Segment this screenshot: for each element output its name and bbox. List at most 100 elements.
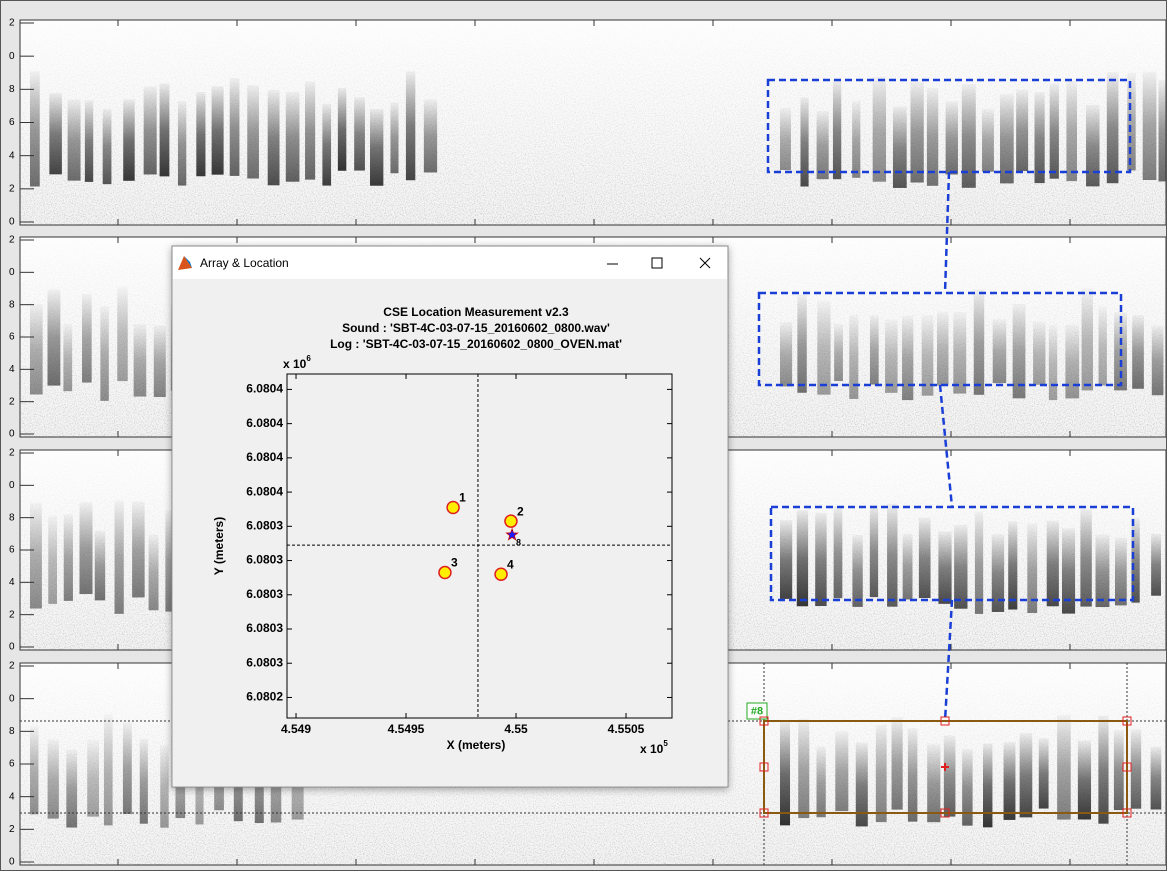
syllable xyxy=(1000,94,1014,184)
sensor-label: 3 xyxy=(451,556,458,570)
syllable xyxy=(833,506,843,599)
syllable xyxy=(1077,740,1092,820)
syllable xyxy=(780,107,791,171)
syllable xyxy=(907,728,918,822)
y-tick-label: 6.0804 xyxy=(246,416,283,430)
resize-handle xyxy=(759,762,769,772)
syllable xyxy=(177,101,187,186)
syllable xyxy=(337,87,347,171)
link-line xyxy=(943,599,954,722)
syllable xyxy=(102,109,112,185)
freq-label: 0 xyxy=(9,51,15,62)
y-tick-label: 6.0803 xyxy=(246,553,283,567)
x-tick-label: 4.5495 xyxy=(388,722,425,736)
syllable xyxy=(49,93,62,175)
freq-label: 4 xyxy=(9,364,15,375)
figure-window: Array & Location CSE Location Measuremen… xyxy=(171,245,729,788)
syllable xyxy=(153,325,166,398)
syllable xyxy=(114,500,124,614)
x-scale: x 105 xyxy=(640,739,668,756)
freq-label: 2 xyxy=(9,448,15,459)
syllable xyxy=(1038,738,1049,809)
syllable xyxy=(103,714,113,826)
sensor-point xyxy=(446,500,460,515)
syllable xyxy=(1061,528,1076,614)
syllable xyxy=(910,81,924,183)
x-tick-label: 4.55 xyxy=(504,722,528,736)
freq-label: 2 xyxy=(9,824,15,835)
freq-label: 6 xyxy=(9,332,15,343)
syllable xyxy=(30,726,39,815)
freq-label: 6 xyxy=(9,759,15,770)
syllable xyxy=(1065,324,1080,399)
syllable xyxy=(1098,306,1107,386)
syllable xyxy=(982,108,994,172)
syllable xyxy=(63,514,73,601)
y-scale: x 106 xyxy=(283,354,311,371)
syllable xyxy=(405,71,416,181)
freq-label: 8 xyxy=(9,726,15,737)
syllable xyxy=(1066,80,1077,182)
syllable xyxy=(370,109,384,186)
syllable xyxy=(855,742,868,827)
syllable xyxy=(143,86,157,175)
syllable xyxy=(1019,732,1033,818)
resize-handle xyxy=(940,808,950,818)
freq-label: 0 xyxy=(9,480,15,491)
syllable xyxy=(780,321,793,387)
syllable xyxy=(1113,730,1124,811)
freq-label: 2 xyxy=(9,609,15,620)
syllable xyxy=(1132,315,1144,389)
syllable xyxy=(159,83,170,177)
syllable xyxy=(354,97,365,171)
freq-label: 0 xyxy=(9,857,15,868)
sensor-point xyxy=(494,567,508,581)
syllable xyxy=(1008,521,1018,610)
syllable xyxy=(869,314,879,385)
syllable xyxy=(974,511,984,614)
syllable xyxy=(918,517,931,598)
y-tick-label: 6.0804 xyxy=(246,382,283,396)
syllable xyxy=(852,100,861,178)
plot-title: Log : 'SBT-4C-03-07-15_20160602_0800_OVE… xyxy=(330,337,622,351)
syllable xyxy=(1080,508,1092,607)
syllable xyxy=(148,534,159,611)
syllable xyxy=(887,503,898,607)
syllable xyxy=(160,744,169,828)
selection-tag-label: #8 xyxy=(751,705,763,717)
syllable xyxy=(885,319,898,393)
syllable xyxy=(832,79,842,180)
syllable xyxy=(66,749,78,828)
syllable xyxy=(953,311,967,394)
y-tick-label: 6.0804 xyxy=(246,450,283,464)
syllable xyxy=(63,324,73,392)
syllable xyxy=(48,515,58,604)
syllable xyxy=(872,76,887,182)
plot-title: CSE Location Measurement v2.3 xyxy=(383,305,569,319)
syllable xyxy=(1130,729,1142,809)
syllable xyxy=(1016,89,1029,172)
panel-fade xyxy=(20,20,1167,225)
freq-label: 8 xyxy=(9,512,15,523)
syllable xyxy=(84,100,94,182)
syllable xyxy=(47,289,61,386)
syllable xyxy=(1150,746,1162,810)
active-selection[interactable] xyxy=(763,720,1128,814)
syllable xyxy=(800,97,809,187)
y-scale-exponent: 6 xyxy=(306,354,311,363)
y-tick-label: 6.0803 xyxy=(246,655,283,669)
maximize-button[interactable] xyxy=(651,257,663,269)
syllable xyxy=(1131,517,1140,603)
freq-label: 2 xyxy=(9,18,15,29)
syllable xyxy=(891,717,903,810)
sensor-label: 1 xyxy=(459,491,466,505)
syllable xyxy=(87,739,99,817)
syllable xyxy=(1142,71,1157,181)
link-line xyxy=(943,171,951,294)
close-button[interactable] xyxy=(699,257,711,269)
syllable xyxy=(875,724,887,823)
syllable xyxy=(849,314,859,399)
handles xyxy=(759,716,1132,818)
resize-handle xyxy=(759,808,769,818)
